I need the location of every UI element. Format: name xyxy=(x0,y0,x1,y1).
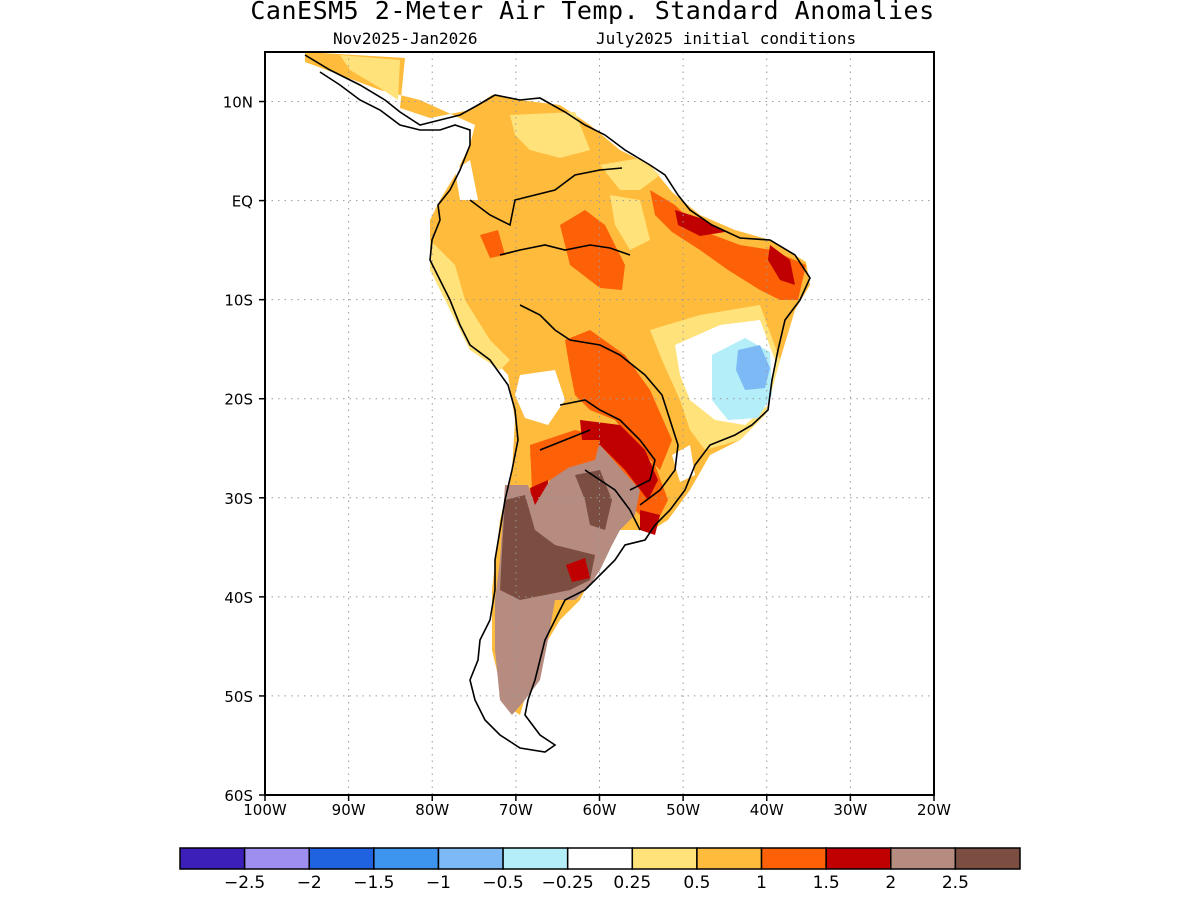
colorbar-label: 1.5 xyxy=(813,873,840,893)
colorbar-swatch xyxy=(437,847,504,870)
colorbar-label: 0.25 xyxy=(613,873,651,893)
lat-label: 10S xyxy=(224,292,253,310)
colorbar-label: −0.5 xyxy=(482,873,523,893)
lat-label: 20S xyxy=(224,391,253,409)
forecast-period: Nov2025-Jan2026 xyxy=(333,29,478,48)
colorbar-swatch xyxy=(760,847,827,870)
colorbar-swatch xyxy=(825,847,892,870)
colorbar-label: 2 xyxy=(885,873,896,893)
lon-label: 100W xyxy=(243,801,287,819)
lon-label: 30W xyxy=(833,801,867,819)
colorbar-swatch xyxy=(696,847,763,870)
blue-anomaly xyxy=(736,345,770,390)
orange-colombia xyxy=(480,230,505,258)
red-north-coast xyxy=(675,210,725,236)
longitude-labels: 100W 90W 80W 70W 60W 50W 40W 30W 20W xyxy=(243,795,951,819)
colorbar-label: −0.25 xyxy=(542,873,594,893)
lat-label: 10N xyxy=(223,94,253,112)
yellow-amazon xyxy=(610,195,650,250)
lat-label: 50S xyxy=(224,688,253,706)
lon-label: 80W xyxy=(415,801,449,819)
lon-label: 40W xyxy=(750,801,784,819)
yellow-west xyxy=(430,240,510,370)
colorbar: −2.5 −2 −1.5 −1 −0.5 −0.25 0.25 0.5 1 1.5 2 2.5 xyxy=(179,847,1021,893)
colorbar-label: −2.5 xyxy=(224,873,265,893)
initial-conditions: July2025 initial conditions xyxy=(596,29,857,48)
red-spot-argentina xyxy=(566,558,590,582)
colorbar-swatch xyxy=(566,847,634,870)
red-uruguay xyxy=(640,510,660,535)
lon-label: 90W xyxy=(332,801,366,819)
colorbar-swatch xyxy=(954,847,1021,870)
yellow-north xyxy=(510,112,590,158)
colorbar-swatch xyxy=(243,847,310,870)
coastline xyxy=(304,54,811,753)
white-coast xyxy=(672,445,695,482)
lon-label: 70W xyxy=(499,801,533,819)
colorbar-label: 1 xyxy=(756,873,767,893)
orange-northeast xyxy=(650,190,806,300)
lat-label: 60S xyxy=(224,787,253,805)
lat-label: 30S xyxy=(224,490,253,508)
lon-label: 60W xyxy=(583,801,617,819)
lat-label: EQ xyxy=(232,193,253,211)
colorbar-label: −2 xyxy=(297,873,322,893)
yellow-north-coast xyxy=(340,55,400,100)
brown-north xyxy=(575,470,612,530)
graticule xyxy=(265,52,934,795)
white-bolivia xyxy=(515,370,565,425)
lon-label: 20W xyxy=(917,801,951,819)
latitude-labels: 10N EQ 10S 20S 30S 40S 50S 60S xyxy=(223,94,265,805)
colorbar-swatch xyxy=(890,847,957,870)
colorbar-swatch xyxy=(631,847,698,870)
lon-label: 50W xyxy=(666,801,700,819)
colorbar-label: −1.5 xyxy=(353,873,394,893)
chart-title: CanESM5 2-Meter Air Temp. Standard Anoma… xyxy=(250,0,935,25)
colorbar-swatch xyxy=(308,847,375,870)
colorbar-label: 2.5 xyxy=(942,873,969,893)
colorbar-swatch xyxy=(179,847,246,870)
orange-amazon xyxy=(560,210,625,290)
colorbar-label: 0.5 xyxy=(683,873,710,893)
colorbar-label: −1 xyxy=(426,873,451,893)
colorbar-swatch xyxy=(373,847,440,870)
yellow-guyana xyxy=(600,158,660,190)
orange-central xyxy=(565,330,672,470)
red-northeast xyxy=(768,245,795,285)
orange-north-argentina xyxy=(530,440,600,480)
colorbar-swatch xyxy=(502,847,569,870)
anomaly-fields xyxy=(305,52,810,715)
lat-label: 40S xyxy=(224,589,253,607)
